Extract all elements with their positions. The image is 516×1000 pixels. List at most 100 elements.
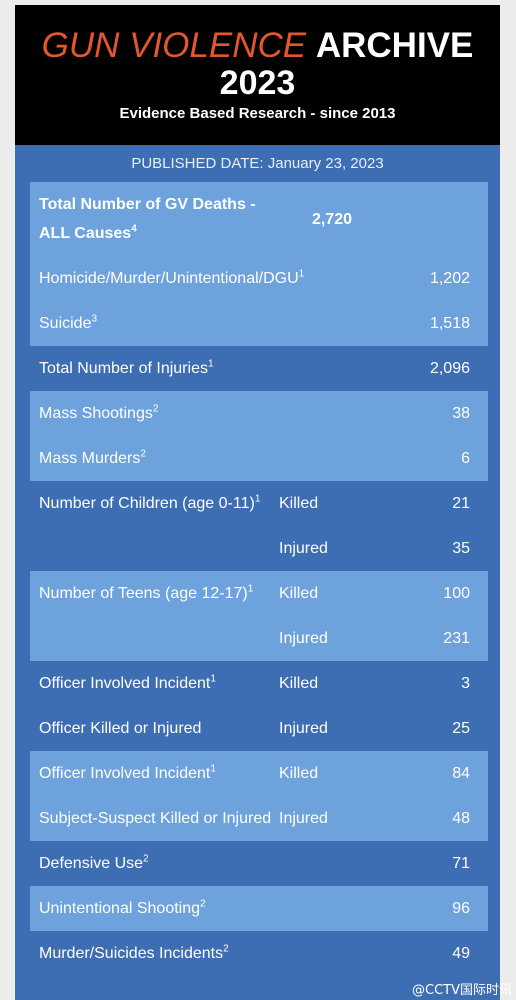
- label-text: Unintentional Shooting: [39, 900, 201, 917]
- section: Number of Children (age 0-11)1 Killed 21 In…: [30, 481, 488, 571]
- kind: Injured: [279, 540, 328, 557]
- section: Officer Involved Incident1 Killed 3 Officer…: [30, 661, 488, 751]
- row: Officer Involved Incident1 Killed 84: [30, 751, 488, 796]
- footnote: 3: [91, 313, 98, 325]
- value: 3: [461, 675, 470, 692]
- footnote: 1: [207, 358, 214, 370]
- section: Total Number of GV Deaths - ALL Causes4 2…: [30, 182, 488, 346]
- stats: Total Number of GV Deaths - ALL Causes4 2…: [15, 182, 500, 976]
- year: 2023: [219, 64, 296, 102]
- label: Officer Killed or Injured: [30, 714, 279, 743]
- label-text: Mass Shootings: [39, 405, 153, 422]
- row: Officer Involved Incident1 Killed 3: [30, 661, 488, 706]
- label: Officer Involved Incident1: [30, 669, 279, 698]
- footnote: 2: [152, 403, 159, 415]
- label-text: Officer Involved Incident: [39, 765, 211, 782]
- value: 2,096: [429, 360, 470, 377]
- value: 35: [452, 540, 470, 557]
- value: 6: [461, 450, 470, 467]
- label-text: Subject-Suspect Killed or Injured: [39, 810, 272, 827]
- value: 25: [452, 720, 470, 737]
- kind: Injured: [279, 630, 328, 647]
- footnote: 1: [254, 493, 261, 505]
- title-part: GUN VIOLENCE: [41, 26, 307, 65]
- label: Total Number of GV Deaths - ALL Causes4: [30, 190, 280, 248]
- kind: Injured: [279, 810, 328, 827]
- footnote: 1: [210, 673, 216, 685]
- label-text: Homicide/Murder/Unintentional/DGU: [39, 270, 299, 287]
- section: Murder/Suicides Incidents2 49: [30, 931, 488, 976]
- footnote: 2: [200, 898, 206, 910]
- row: Unintentional Shooting2 96: [30, 886, 488, 931]
- value: 1,202: [429, 270, 470, 287]
- footnote: 1: [298, 268, 305, 280]
- footnote: 4: [131, 223, 137, 235]
- row: Homicide/Murder/Unintentional/DGU1 1,202: [30, 256, 488, 301]
- label: Mass Murders2: [30, 444, 398, 473]
- footnote: 2: [143, 853, 149, 865]
- row: Total Number of GV Deaths - ALL Causes4 2…: [30, 182, 488, 256]
- value: 48: [452, 810, 470, 827]
- label: Officer Involved Incident1: [30, 759, 279, 788]
- kind: Killed: [279, 495, 319, 512]
- value: 49: [452, 945, 470, 962]
- value: 71: [452, 855, 470, 872]
- published-date: PUBLISHED DATE: January 23, 2023: [131, 155, 384, 172]
- label-text: Total Number of Injuries: [39, 360, 208, 377]
- label-text: Officer Killed or Injured: [39, 720, 202, 737]
- label: Total Number of Injuries1: [30, 354, 398, 383]
- label-text: Suicide: [39, 315, 92, 332]
- label-text: Defensive Use: [39, 855, 144, 872]
- label-text: Murder/Suicides Incidents: [39, 945, 224, 962]
- label-text: Officer Involved Incident: [39, 675, 211, 692]
- title: GUN VIOLENCE ARCHIVE: [15, 5, 500, 65]
- footnote: 1: [247, 583, 254, 595]
- row: Officer Killed or Injured Injured 25: [30, 706, 488, 751]
- row: Injured 35: [30, 526, 488, 571]
- row: Suicide3 1,518: [30, 301, 488, 346]
- value: 84: [452, 765, 470, 782]
- value: 2,720: [311, 210, 352, 228]
- section: Total Number of Injuries1 2,096: [30, 346, 488, 391]
- watermark: @CCTV国际时讯: [412, 983, 512, 998]
- label-text: Number of Children (age 0-11): [39, 495, 255, 512]
- label: Unintentional Shooting2: [30, 894, 398, 923]
- title-part: ARCHIVE: [315, 26, 474, 65]
- label-text: Total Number of GV Deaths - ALL Causes: [39, 196, 256, 242]
- row: Mass Murders2 6: [30, 436, 488, 481]
- section: Mass Shootings2 38 Mass Murders2 6: [30, 391, 488, 481]
- value: 21: [452, 495, 470, 512]
- value: 231: [443, 630, 470, 647]
- section: Unintentional Shooting2 96: [30, 886, 488, 931]
- label: Subject-Suspect Killed or Injured: [30, 804, 279, 833]
- label-text: Number of Teens (age 12-17): [39, 585, 248, 602]
- value: 100: [443, 585, 470, 602]
- section: Officer Involved Incident1 Killed 84 Subjec…: [30, 751, 488, 841]
- row: Number of Children (age 0-11)1 Killed 21: [30, 481, 488, 526]
- label: Murder/Suicides Incidents2: [30, 939, 398, 968]
- kind: Killed: [279, 765, 319, 782]
- label: Suicide3: [30, 309, 398, 338]
- row: Murder/Suicides Incidents2 49: [30, 931, 488, 976]
- row: Total Number of Injuries1 2,096: [30, 346, 488, 391]
- section: Number of Teens (age 12-17)1 Killed 100 Inj…: [30, 571, 488, 661]
- kind: Injured: [279, 720, 328, 737]
- header: GUN VIOLENCE ARCHIVE 2023 Evidence Based…: [15, 5, 500, 145]
- row: Number of Teens (age 12-17)1 Killed 100: [30, 571, 488, 616]
- kind: Killed: [279, 585, 319, 602]
- footnote: 1: [210, 763, 216, 775]
- value: 96: [452, 900, 470, 917]
- footnote: 2: [223, 943, 229, 955]
- section: Defensive Use2 71: [30, 841, 488, 886]
- footnote: 2: [140, 448, 146, 460]
- row: Defensive Use2 71: [30, 841, 488, 886]
- label: Number of Teens (age 12-17)1: [30, 579, 279, 608]
- row: Injured 231: [30, 616, 488, 661]
- row: Subject-Suspect Killed or Injured Injured…: [30, 796, 488, 841]
- infographic: GUN VIOLENCE ARCHIVE 2023 Evidence Based…: [15, 5, 500, 1000]
- subtitle: Evidence Based Research - since 2013: [119, 105, 396, 122]
- value: 38: [452, 405, 470, 422]
- kind: Killed: [279, 675, 319, 692]
- row: Mass Shootings2 38: [30, 391, 488, 436]
